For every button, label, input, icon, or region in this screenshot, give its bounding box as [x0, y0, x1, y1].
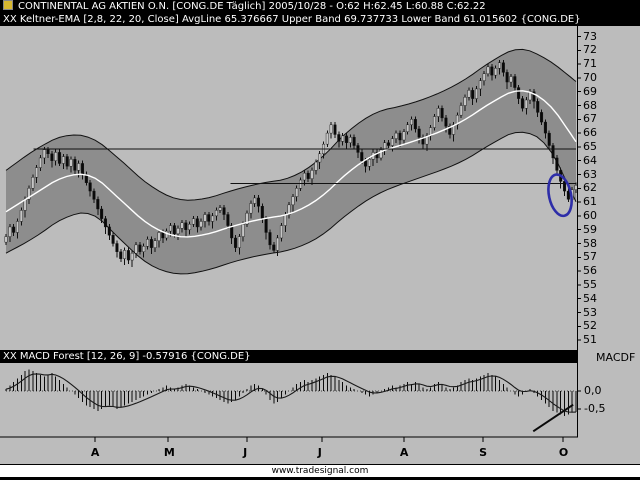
price-axis-label: 55 — [583, 277, 597, 291]
price-axis-label: 59 — [583, 222, 597, 236]
macd-axis-label: -0,5 — [584, 402, 606, 415]
ellipse-annotation[interactable] — [545, 172, 575, 218]
price-axis-label: 60 — [583, 208, 597, 222]
time-axis-label: O — [558, 446, 569, 459]
price-axis-label: 57 — [583, 250, 597, 264]
price-axis-label: 69 — [583, 84, 597, 98]
chart-title: CONTINENTAL AG AKTIEN O.N. [CONG.DE Tägl… — [18, 1, 486, 12]
keltner-band — [5, 48, 577, 275]
price-axis-label: 68 — [583, 98, 597, 112]
price-axis-label: 61 — [583, 195, 597, 209]
price-axis-label: 58 — [583, 236, 597, 250]
ema-avg-line — [5, 90, 577, 238]
keltner-indicator-bar: XX Keltner-EMA [2,8, 22, 20, Close] AvgL… — [0, 13, 640, 26]
macd-trendline-annotation[interactable] — [532, 403, 574, 433]
price-axis-label: 62 — [583, 181, 597, 195]
price-axis-label: 54 — [583, 291, 597, 305]
macd-axis-label: 0,0 — [584, 384, 602, 397]
time-axis-label: J — [317, 446, 322, 459]
price-axis-label: 52 — [583, 319, 597, 333]
price-axis-label: 56 — [583, 264, 597, 278]
price-axis-label: 71 — [583, 57, 597, 71]
price-axis-label: 73 — [583, 29, 597, 43]
candlestick-series — [4, 59, 578, 267]
bottom-border — [0, 477, 640, 480]
time-axis-label: A — [90, 446, 100, 459]
price-axis-label: 63 — [583, 167, 597, 181]
price-axis-label: 53 — [583, 305, 597, 319]
price-axis-label: 64 — [583, 153, 597, 167]
price-axis-label: 51 — [583, 333, 597, 347]
chart-title-bar: CONTINENTAL AG AKTIEN O.N. [CONG.DE Tägl… — [0, 0, 640, 13]
footer-url[interactable]: www.tradesignal.com — [271, 466, 369, 476]
price-axis-label: 65 — [583, 139, 597, 153]
macd-indicator-bar: XX MACD Forest [12, 26, 9] -0.57916 {CON… — [0, 350, 578, 363]
time-axis-label: A — [399, 446, 409, 459]
price-axis-label: 66 — [583, 126, 597, 140]
macd-axis-title: MACDF — [596, 351, 636, 364]
time-axis-label: M — [163, 446, 175, 459]
macd-indicator-label: XX MACD Forest [12, 26, 9] -0.57916 {CON… — [3, 351, 251, 362]
time-axis-label: J — [243, 446, 248, 459]
footer-bar: www.tradesignal.com — [0, 464, 640, 478]
time-axis-label: S — [479, 446, 488, 459]
keltner-indicator-label: XX Keltner-EMA [2,8, 22, 20, Close] AvgL… — [3, 14, 581, 25]
price-axis-label: 67 — [583, 112, 597, 126]
price-axis-label: 70 — [583, 70, 597, 84]
macd-signal-line — [5, 373, 577, 413]
price-axis-label: 72 — [583, 43, 597, 57]
chart-icon — [3, 0, 13, 10]
